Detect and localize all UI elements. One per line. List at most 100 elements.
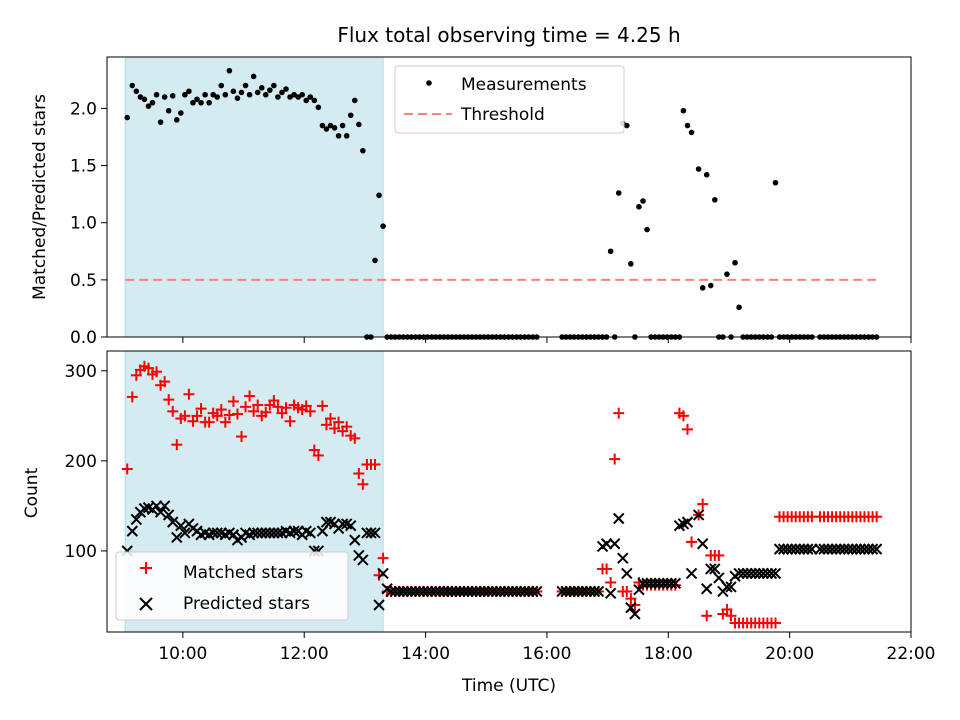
predicted-star-point [741,567,753,580]
predicted-star-point [268,527,280,539]
measurement-point [335,133,342,139]
measurement-point [182,91,188,98]
predicted-star-point [389,585,401,598]
matched-star-point [219,416,231,428]
matched-star-point [725,610,737,622]
predicted-star-point [733,567,745,580]
matched-star-point [677,410,689,422]
measurement-point [712,197,718,203]
measurement-point [319,122,326,129]
measurement-point [688,129,695,136]
x-tick-label: 16:00 [522,644,571,664]
predicted-stars-points [121,500,883,620]
predicted-star-point [369,527,381,539]
matched-star-point [312,449,324,461]
predicted-star-point [600,538,613,550]
matched-star-point [280,402,292,414]
predicted-star-point [870,543,883,555]
measurement-point [145,103,152,109]
ratio-y-tick-label: 2.0 [70,99,97,119]
predicted-star-point [753,567,766,580]
measurement-point [339,122,346,129]
measurement-point [307,94,314,100]
predicted-star-point [560,585,572,598]
predicted-star-point [154,506,167,518]
matched-star-point [126,391,138,403]
matched-star-point [713,549,725,561]
measurement-point [194,96,200,103]
predicted-star-point [256,527,268,539]
matched-star-point [227,395,239,407]
measurement-point [173,117,180,123]
measurement-point [624,122,630,129]
matched-star-point [373,569,385,581]
predicted-star-point [709,563,721,575]
measurement-point [707,282,714,289]
measurement-point [699,285,706,291]
measurement-point [141,96,148,103]
predicted-star-point [527,585,539,598]
matched-star-point [203,416,215,428]
matched-star-point [333,416,345,428]
matched-star-point [163,394,175,406]
predicted-star-point [685,567,698,580]
predicted-star-point [854,543,867,555]
ratio-x-ticks [182,337,912,343]
matched-star-point [248,405,260,417]
measurement-point [190,99,196,106]
measurement-point [695,166,702,172]
measurement-point [124,114,131,121]
matched-star-point [320,419,332,431]
legend-measurements-label: Measurements [461,75,587,95]
measurement-point [732,259,738,266]
predicted-star-point [765,567,778,580]
measurement-point [360,147,366,154]
predicted-star-point [482,585,494,598]
matched-star-point [252,399,264,411]
predicted-star-point [592,585,605,598]
measurement-point [133,88,140,95]
matched-star-point [721,603,733,615]
predicted-star-point [357,554,369,566]
predicted-star-point [158,500,171,512]
measurement-point [736,304,742,311]
predicted-star-point [798,543,810,555]
measurement-point [615,190,622,196]
matched-star-point [325,413,337,425]
measurement-point [311,97,318,104]
predicted-star-point [826,543,838,555]
matched-star-point [605,576,617,588]
predicted-star-point [862,543,875,555]
predicted-star-point [434,585,446,598]
predicted-star-point [745,567,757,580]
predicted-star-point [450,585,462,598]
predicted-star-point [802,543,814,555]
measurement-point [202,91,208,98]
predicted-star-point [518,585,531,598]
predicted-star-point [850,543,863,555]
predicted-star-point [446,585,458,598]
measurement-point [186,88,192,95]
count-axes-frame [106,350,912,633]
predicted-star-point [713,572,725,584]
measurement-point [644,226,650,233]
predicted-star-point [822,543,834,555]
matched-star-point [871,511,883,523]
predicted-star-point [454,585,466,598]
predicted-star-point [162,509,175,521]
predicted-star-point [613,512,625,525]
predicted-star-point [260,527,272,539]
measurement-point [165,107,172,114]
matched-star-point [377,552,389,564]
matched-star-point [686,536,698,548]
matched-star-point [231,408,243,420]
legend-predicted-label: Predicted stars [183,594,310,614]
x-tick-label: 10:00 [158,644,207,664]
measurement-point [636,203,642,210]
measurement-point [271,82,277,89]
predicted-star-point [531,585,543,598]
matched-star-point [260,406,272,418]
measurement-point [169,93,176,99]
matched-star-point [357,478,369,490]
